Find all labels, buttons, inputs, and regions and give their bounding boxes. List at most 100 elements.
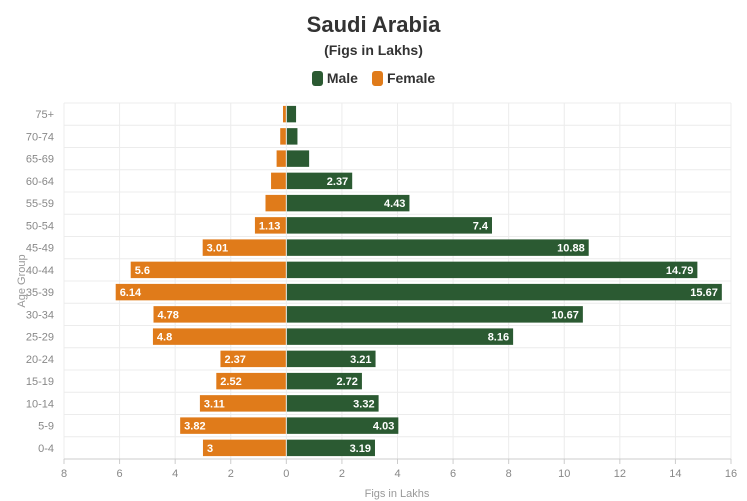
bar-label-male: 15.67	[690, 287, 718, 299]
bar-label-female: 5.6	[135, 265, 150, 277]
bar-label-male: 10.67	[551, 309, 579, 321]
chart-subtitle: (Figs in Lakhs)	[324, 42, 423, 58]
bar-label-female: 3.11	[204, 398, 225, 410]
bar-female[interactable]	[216, 372, 286, 390]
x-tick-label: 16	[725, 468, 737, 480]
y-axis-title: Age Group	[16, 254, 28, 307]
legend-label-male: Male	[326, 70, 358, 86]
bar-label-male: 4.03	[373, 421, 394, 433]
bar-female[interactable]	[282, 105, 286, 123]
y-tick-label: 75+	[35, 109, 54, 121]
bar-label-female: 3.82	[184, 421, 205, 433]
bar-label-male: 3.21	[350, 354, 371, 366]
bar-male[interactable]	[286, 283, 722, 301]
x-tick-label: 12	[614, 468, 626, 480]
bar-label-female: 4.78	[157, 309, 178, 321]
y-tick-label: 70-74	[26, 131, 54, 143]
bar-labels: 2.37 4.43 7.4 1.13 10.88 3.01 14.79 5.6 15.67 6.1…	[120, 176, 718, 455]
bar-female[interactable]	[152, 328, 286, 345]
bar-label-female: 2.52	[220, 376, 241, 388]
bar-female[interactable]	[199, 395, 286, 412]
x-tick-label: 14	[669, 468, 681, 480]
bar-label-male: 3.19	[350, 443, 371, 455]
bar-female[interactable]	[180, 417, 286, 434]
x-tick-label: 2	[339, 468, 345, 480]
legend-swatch-female	[371, 70, 383, 86]
bar-label-male: 2.72	[337, 376, 358, 388]
y-tick-label: 50-54	[26, 220, 54, 232]
bar-male[interactable]	[286, 417, 399, 434]
bar-label-male: 10.88	[557, 243, 585, 255]
bar-male[interactable]	[286, 395, 379, 412]
legend-swatch-male	[311, 70, 323, 86]
y-tick-label: 40-44	[26, 265, 54, 277]
x-tick-label: 10	[558, 468, 570, 480]
bar-female[interactable]	[130, 261, 286, 279]
bar-label-female: 1.13	[259, 220, 280, 232]
legend: Male Female	[0, 70, 747, 86]
bar-female[interactable]	[254, 217, 286, 234]
bar-male[interactable]	[286, 172, 353, 190]
bar-female[interactable]	[265, 194, 286, 212]
bar-male[interactable]	[286, 194, 410, 212]
grid-lines	[63, 102, 732, 460]
x-tick-label: 4	[394, 468, 400, 480]
bar-female[interactable]	[202, 439, 286, 457]
bar-male[interactable]	[286, 328, 514, 345]
bars	[115, 105, 722, 457]
legend-label-female: Female	[386, 70, 436, 86]
y-tick-label: 5-9	[38, 421, 54, 433]
bar-male[interactable]	[286, 105, 297, 123]
x-tick-label: 6	[450, 468, 456, 480]
axes: 8 6 4 2 0 2 4 6 8 10 12 14 16 75+ 70-74 65-69 60-64 55-59…	[26, 109, 737, 480]
bar-label-female: 4.8	[157, 332, 172, 344]
x-tick-label: 4	[172, 468, 178, 480]
bar-male[interactable]	[286, 261, 698, 279]
x-tick-label: 2	[228, 468, 234, 480]
y-tick-label: 0-4	[38, 443, 54, 455]
bar-label-female: 3	[207, 443, 213, 455]
x-axis-title: Figs in Lakhs	[365, 488, 430, 500]
bar-male[interactable]	[286, 217, 492, 234]
bar-male[interactable]	[286, 372, 362, 390]
legend-item-female[interactable]: Female	[371, 70, 436, 86]
x-tick-label: 8	[61, 468, 67, 480]
x-tick-label: 8	[506, 468, 512, 480]
x-tick-label: 0	[283, 468, 289, 480]
y-tick-label: 65-69	[26, 154, 54, 166]
bar-female[interactable]	[271, 172, 286, 190]
bar-male[interactable]	[286, 439, 375, 457]
bar-male[interactable]	[286, 306, 583, 323]
legend-item-male[interactable]: Male	[311, 70, 358, 86]
y-tick-label: 20-24	[26, 354, 54, 366]
chart-title: Saudi Arabia	[306, 12, 441, 37]
bar-female[interactable]	[202, 239, 286, 256]
bar-label-male: 4.43	[384, 198, 405, 210]
bar-label-male: 8.16	[488, 332, 509, 344]
y-tick-label: 15-19	[26, 376, 54, 388]
bar-label-female: 3.01	[207, 243, 228, 255]
bar-label-male: 3.32	[353, 398, 374, 410]
y-tick-label: 10-14	[26, 398, 54, 410]
bar-female[interactable]	[153, 306, 286, 323]
x-tick-label: 6	[117, 468, 123, 480]
y-tick-label: 60-64	[26, 176, 54, 188]
bar-female[interactable]	[115, 283, 286, 301]
bar-male[interactable]	[286, 350, 376, 368]
bar-male[interactable]	[286, 239, 589, 256]
y-tick-label: 30-34	[26, 309, 54, 321]
y-tick-label: 45-49	[26, 243, 54, 255]
bar-male[interactable]	[286, 128, 298, 145]
y-tick-label: 25-29	[26, 332, 54, 344]
y-tick-label: 55-59	[26, 198, 54, 210]
bar-label-female: 2.37	[224, 354, 245, 366]
bar-female[interactable]	[220, 350, 286, 368]
bar-label-female: 6.14	[120, 287, 142, 299]
bar-label-male: 7.4	[473, 220, 489, 232]
bar-label-male: 2.37	[327, 176, 348, 188]
bar-label-male: 14.79	[666, 265, 694, 277]
bar-female[interactable]	[276, 150, 286, 167]
bar-male[interactable]	[286, 150, 310, 167]
bar-female[interactable]	[280, 128, 286, 145]
